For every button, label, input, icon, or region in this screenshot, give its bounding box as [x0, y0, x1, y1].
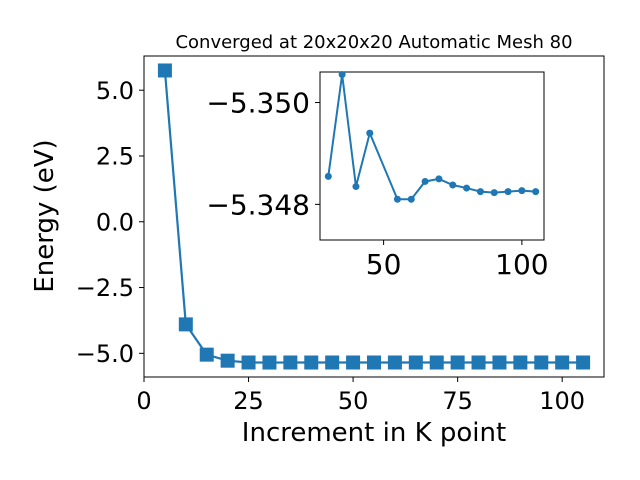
inset-y-tick-label: −5.350 — [206, 87, 310, 120]
inset-data-point — [518, 187, 526, 195]
main-data-point — [492, 355, 507, 370]
main-y-tick-label: −5.0 — [76, 340, 134, 368]
inset-data-point — [490, 189, 498, 197]
inset-data-point — [352, 183, 360, 191]
inset-data-point — [338, 71, 346, 79]
inset-x-tick-label: 50 — [366, 248, 402, 281]
main-x-tick-label: 100 — [539, 387, 585, 415]
main-x-tick-label: 75 — [442, 387, 473, 415]
inset-y-axis: −5.350 −5.348 — [206, 87, 320, 221]
main-data-point — [304, 355, 319, 370]
inset-plot-frame — [319, 71, 545, 241]
main-x-tick-label: 50 — [338, 387, 369, 415]
x-axis-label: Increment in K point — [242, 418, 506, 448]
y-axis-label: Energy (eV) — [30, 139, 60, 292]
main-data-point — [429, 355, 444, 370]
inset-data-point — [435, 175, 443, 183]
inset-data-point — [449, 181, 457, 189]
chart-title: Converged at 20x20x20 Automatic Mesh 80 — [175, 32, 572, 53]
main-x-tick-label: 25 — [233, 387, 264, 415]
main-data-point — [408, 355, 423, 370]
inset-x-tick-label: 100 — [495, 248, 548, 281]
inset-data-point — [393, 195, 401, 203]
inset-data-point — [476, 188, 484, 196]
main-y-tick-label: 5.0 — [96, 77, 134, 105]
main-series — [157, 63, 591, 370]
inset-series — [324, 71, 540, 203]
inset-data-point — [504, 188, 512, 196]
main-data-point — [387, 355, 402, 370]
inset-data-point — [366, 129, 374, 137]
main-x-tick-label: 0 — [136, 387, 151, 415]
inset-data-point — [532, 188, 540, 196]
main-y-tick-label: 0.0 — [96, 208, 134, 236]
main-data-point — [262, 355, 277, 370]
inset-y-tick-label: −5.348 — [206, 188, 310, 221]
inset-data-point — [324, 172, 332, 180]
inset-data-point — [463, 184, 471, 192]
main-data-point — [283, 355, 298, 370]
main-data-point — [220, 353, 235, 368]
main-y-tick-label: 2.5 — [96, 143, 134, 171]
main-data-point — [199, 347, 214, 362]
main-data-point — [346, 355, 361, 370]
main-y-axis: 5.0 2.5 0.0 −2.5 −5.0 — [76, 77, 144, 368]
main-data-point — [325, 355, 340, 370]
main-data-point — [555, 355, 570, 370]
main-data-point — [241, 355, 256, 370]
inset-x-axis: 50 100 — [366, 240, 549, 281]
main-data-point — [178, 317, 193, 332]
main-data-point — [534, 355, 549, 370]
main-x-axis: 0 25 50 75 100 — [136, 377, 585, 415]
inset-data-point — [407, 195, 415, 203]
main-data-point — [367, 355, 381, 370]
inset-data-point — [421, 177, 429, 185]
main-data-point — [513, 355, 528, 370]
main-data-point — [471, 355, 486, 370]
main-data-point — [157, 63, 172, 78]
main-data-point — [576, 355, 591, 370]
main-data-point — [450, 355, 465, 370]
main-y-tick-label: −2.5 — [76, 274, 134, 302]
